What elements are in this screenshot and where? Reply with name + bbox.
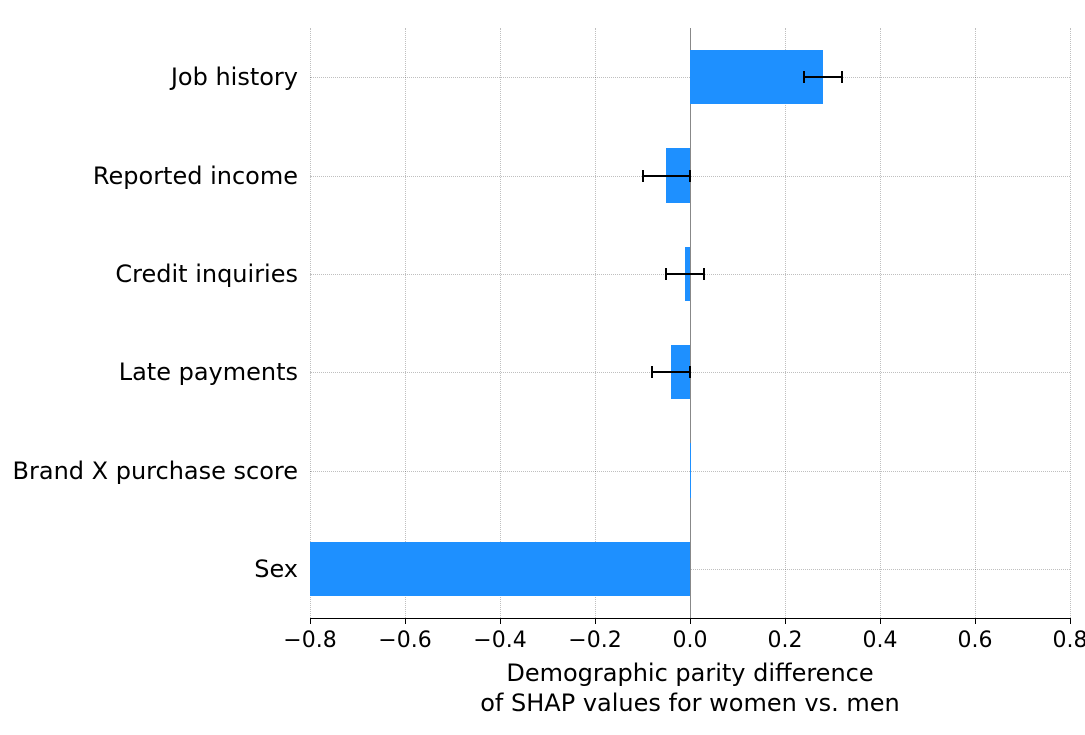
shap-parity-chart: Job history Reported income Credit inquiri…: [0, 0, 1085, 735]
plot-area: [310, 28, 1070, 618]
bar: [310, 542, 690, 596]
x-grid-line: [500, 28, 501, 618]
x-tick-label: −0.2: [568, 628, 621, 653]
bar: [690, 443, 691, 497]
x-tick-label: 0.4: [863, 628, 898, 653]
x-grid-line: [880, 28, 881, 618]
error-bar-cap: [689, 366, 691, 378]
y-category-label: Brand X purchase score: [13, 457, 298, 485]
y-category-label: Credit inquiries: [115, 260, 298, 288]
x-axis-title: Demographic parity difference of SHAP va…: [310, 658, 1070, 718]
y-category-label: Reported income: [93, 162, 298, 190]
error-bar: [804, 76, 842, 78]
x-grid-line: [310, 28, 311, 618]
error-bar-cap: [703, 268, 705, 280]
x-grid-line: [405, 28, 406, 618]
x-tick-label: −0.4: [473, 628, 526, 653]
x-tick-label: 0.8: [1053, 628, 1085, 653]
y-category-label: Job history: [171, 63, 298, 91]
x-tick-label: 0.2: [768, 628, 803, 653]
error-bar-cap: [841, 71, 843, 83]
x-axis-title-line2: of SHAP values for women vs. men: [310, 688, 1070, 718]
x-grid-line: [975, 28, 976, 618]
error-bar-cap: [642, 170, 644, 182]
x-tick-label: 0.0: [673, 628, 708, 653]
y-category-label: Late payments: [119, 358, 298, 386]
x-tick-label: 0.6: [958, 628, 993, 653]
error-bar: [643, 175, 691, 177]
x-tick-mark: [1070, 618, 1071, 624]
x-tick-label: −0.8: [283, 628, 336, 653]
y-category-label: Sex: [254, 555, 298, 583]
error-bar: [652, 371, 690, 373]
error-bar-cap: [803, 71, 805, 83]
x-axis-line: [310, 618, 1070, 619]
x-axis-title-line1: Demographic parity difference: [310, 658, 1070, 688]
error-bar-cap: [665, 268, 667, 280]
x-grid-line: [785, 28, 786, 618]
error-bar-cap: [651, 366, 653, 378]
x-grid-line: [595, 28, 596, 618]
error-bar-cap: [689, 170, 691, 182]
x-grid-line: [1070, 28, 1071, 618]
x-tick-label: −0.6: [378, 628, 431, 653]
error-bar: [666, 273, 704, 275]
zero-line: [690, 28, 691, 618]
